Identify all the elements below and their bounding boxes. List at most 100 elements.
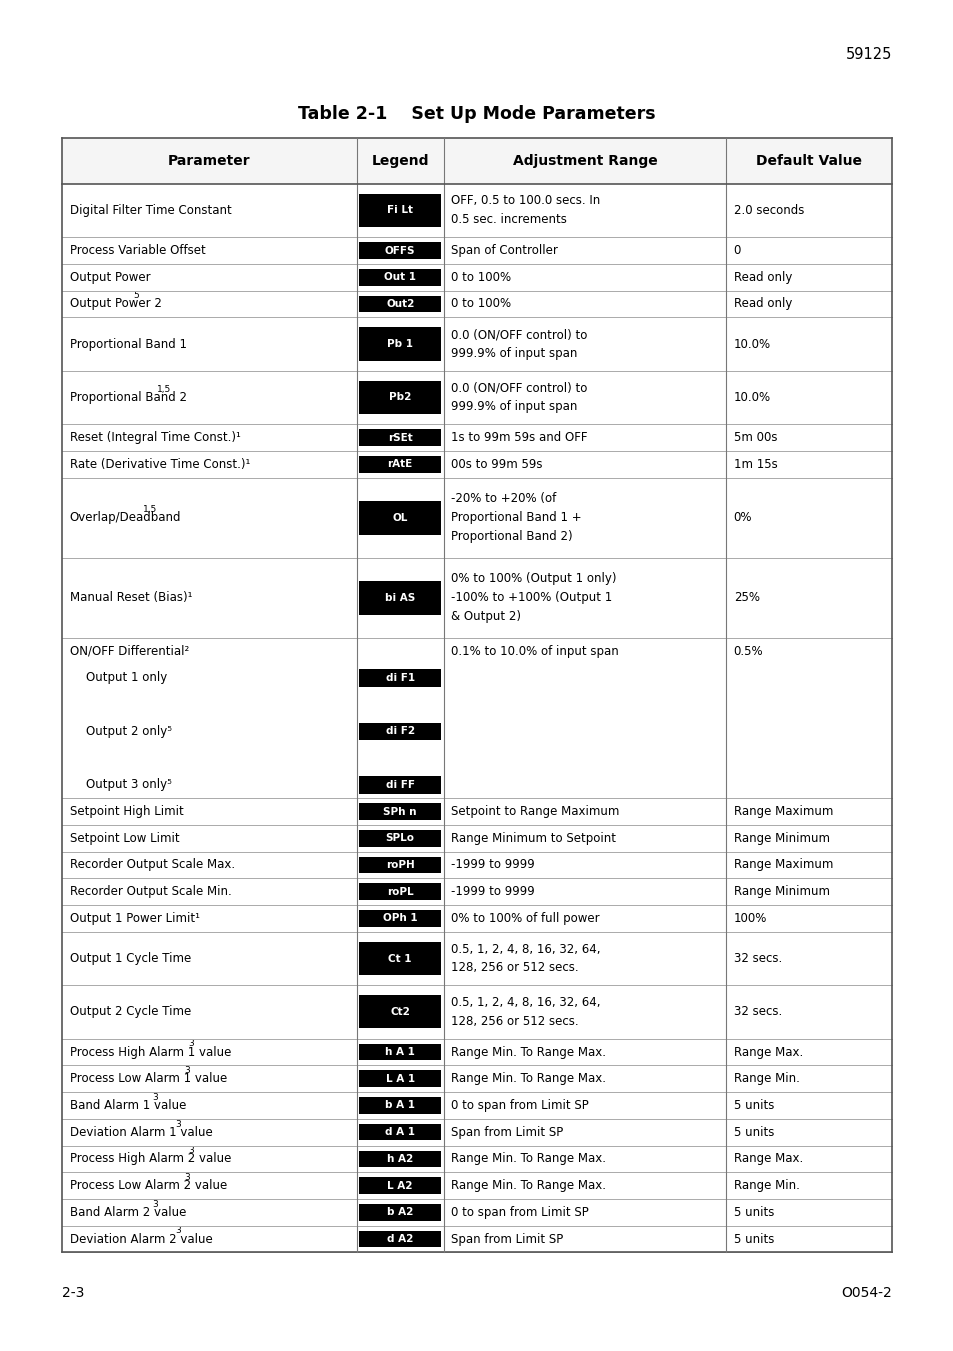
Text: OPh 1: OPh 1 (382, 913, 417, 924)
Text: 1m 15s: 1m 15s (733, 458, 777, 470)
Text: 0% to 100% (Output 1 only): 0% to 100% (Output 1 only) (451, 573, 617, 585)
Text: Span from Limit SP: Span from Limit SP (451, 1232, 563, 1246)
Text: Pb 1: Pb 1 (387, 339, 413, 349)
Text: Range Min.: Range Min. (733, 1179, 799, 1192)
Text: 3: 3 (184, 1066, 190, 1075)
Text: 5 units: 5 units (733, 1206, 773, 1219)
Text: Process Low Alarm 2 value: Process Low Alarm 2 value (70, 1179, 227, 1192)
Text: 5 units: 5 units (733, 1098, 773, 1112)
Text: Rate (Derivative Time Const.)¹: Rate (Derivative Time Const.)¹ (70, 458, 250, 470)
Text: d A2: d A2 (387, 1233, 413, 1244)
Text: di F1: di F1 (385, 673, 415, 684)
Text: Range Minimum: Range Minimum (733, 885, 829, 898)
Text: 0.5, 1, 2, 4, 8, 16, 32, 64,: 0.5, 1, 2, 4, 8, 16, 32, 64, (451, 996, 600, 1009)
Text: Proportional Band 2): Proportional Band 2) (451, 530, 573, 543)
Text: ON/OFF Differential²: ON/OFF Differential² (70, 644, 189, 658)
Text: d A 1: d A 1 (385, 1127, 415, 1138)
Text: Range Maximum: Range Maximum (733, 858, 832, 871)
Text: -1999 to 9999: -1999 to 9999 (451, 885, 535, 898)
Text: roPL: roPL (387, 886, 413, 897)
Text: 5: 5 (133, 292, 139, 300)
Text: Output 1 Power Limit¹: Output 1 Power Limit¹ (70, 912, 199, 925)
Text: Band Alarm 2 value: Band Alarm 2 value (70, 1206, 186, 1219)
Text: Parameter: Parameter (168, 154, 251, 168)
Text: 3: 3 (189, 1146, 194, 1155)
Text: OL: OL (392, 512, 408, 523)
Text: rSEt: rSEt (388, 432, 412, 443)
Text: SPLo: SPLo (385, 834, 415, 843)
Text: Output 2 only⁵: Output 2 only⁵ (86, 725, 172, 738)
Text: 1,5: 1,5 (156, 385, 171, 394)
Text: 5 units: 5 units (733, 1232, 773, 1246)
Text: -1999 to 9999: -1999 to 9999 (451, 858, 535, 871)
Text: Range Max.: Range Max. (733, 1046, 802, 1058)
Text: Band Alarm 1 value: Band Alarm 1 value (70, 1098, 186, 1112)
Text: rAtE: rAtE (387, 459, 413, 469)
Text: 0.5, 1, 2, 4, 8, 16, 32, 64,: 0.5, 1, 2, 4, 8, 16, 32, 64, (451, 943, 600, 955)
Text: Read only: Read only (733, 270, 791, 284)
Text: b A2: b A2 (387, 1208, 413, 1217)
Text: 128, 256 or 512 secs.: 128, 256 or 512 secs. (451, 1015, 578, 1028)
Text: L A 1: L A 1 (385, 1074, 415, 1084)
Text: 0 to span from Limit SP: 0 to span from Limit SP (451, 1098, 589, 1112)
Text: Setpoint Low Limit: Setpoint Low Limit (70, 832, 179, 844)
Text: Process Low Alarm 1 value: Process Low Alarm 1 value (70, 1073, 227, 1085)
Text: Default Value: Default Value (755, 154, 862, 168)
Text: OFFS: OFFS (385, 246, 416, 255)
Text: 0%: 0% (733, 511, 751, 524)
Text: 999.9% of input span: 999.9% of input span (451, 347, 578, 359)
Text: L A2: L A2 (387, 1181, 413, 1190)
Text: OFF, 0.5 to 100.0 secs. In: OFF, 0.5 to 100.0 secs. In (451, 195, 600, 208)
Text: Range Minimum to Setpoint: Range Minimum to Setpoint (451, 832, 616, 844)
Text: Adjustment Range: Adjustment Range (512, 154, 657, 168)
Text: Output 2 Cycle Time: Output 2 Cycle Time (70, 1005, 191, 1019)
Text: 0 to 100%: 0 to 100% (451, 297, 511, 311)
Text: Range Max.: Range Max. (733, 1152, 802, 1166)
Text: 10.0%: 10.0% (733, 338, 770, 350)
Text: 0.5%: 0.5% (733, 644, 762, 658)
Text: h A2: h A2 (387, 1154, 413, 1163)
Text: Range Maximum: Range Maximum (733, 805, 832, 819)
Text: 32 secs.: 32 secs. (733, 952, 781, 965)
Text: 2.0 seconds: 2.0 seconds (733, 204, 803, 218)
Text: Legend: Legend (371, 154, 429, 168)
Text: Recorder Output Scale Min.: Recorder Output Scale Min. (70, 885, 232, 898)
Text: Overlap/Deadband: Overlap/Deadband (70, 511, 181, 524)
Text: 59125: 59125 (844, 47, 891, 62)
Text: Range Min. To Range Max.: Range Min. To Range Max. (451, 1152, 606, 1166)
Text: Ct 1: Ct 1 (388, 954, 412, 963)
Text: -20% to +20% (of: -20% to +20% (of (451, 492, 557, 505)
Text: Setpoint High Limit: Setpoint High Limit (70, 805, 183, 819)
Text: Output 1 Cycle Time: Output 1 Cycle Time (70, 952, 191, 965)
Text: 1s to 99m 59s and OFF: 1s to 99m 59s and OFF (451, 431, 587, 444)
Text: 128, 256 or 512 secs.: 128, 256 or 512 secs. (451, 962, 578, 974)
Text: di F2: di F2 (385, 727, 415, 736)
Text: SPh n: SPh n (383, 807, 416, 816)
Text: Process High Alarm 2 value: Process High Alarm 2 value (70, 1152, 231, 1166)
Text: Range Min. To Range Max.: Range Min. To Range Max. (451, 1179, 606, 1192)
Text: Proportional Band 1 +: Proportional Band 1 + (451, 511, 581, 524)
Text: Manual Reset (Bias)¹: Manual Reset (Bias)¹ (70, 592, 192, 604)
Text: Recorder Output Scale Max.: Recorder Output Scale Max. (70, 858, 234, 871)
Text: Range Min. To Range Max.: Range Min. To Range Max. (451, 1073, 606, 1085)
Text: Output 3 only⁵: Output 3 only⁵ (86, 778, 172, 792)
Text: Range Min.: Range Min. (733, 1073, 799, 1085)
Text: Out2: Out2 (386, 299, 414, 309)
Text: 3: 3 (174, 1227, 180, 1235)
Text: 32 secs.: 32 secs. (733, 1005, 781, 1019)
Text: 0.5 sec. increments: 0.5 sec. increments (451, 213, 567, 227)
Text: 0% to 100% of full power: 0% to 100% of full power (451, 912, 599, 925)
Text: h A 1: h A 1 (385, 1047, 415, 1056)
Text: -100% to +100% (Output 1: -100% to +100% (Output 1 (451, 592, 612, 604)
Text: Setpoint to Range Maximum: Setpoint to Range Maximum (451, 805, 619, 819)
Text: Span of Controller: Span of Controller (451, 245, 558, 257)
Text: 0 to span from Limit SP: 0 to span from Limit SP (451, 1206, 589, 1219)
Text: 999.9% of input span: 999.9% of input span (451, 400, 578, 413)
Text: 25%: 25% (733, 592, 759, 604)
Text: roPH: roPH (385, 861, 415, 870)
Text: bi AS: bi AS (385, 593, 415, 603)
Text: Span from Limit SP: Span from Limit SP (451, 1125, 563, 1139)
Text: Read only: Read only (733, 297, 791, 311)
Text: 0 to 100%: 0 to 100% (451, 270, 511, 284)
Text: di FF: di FF (385, 780, 415, 790)
